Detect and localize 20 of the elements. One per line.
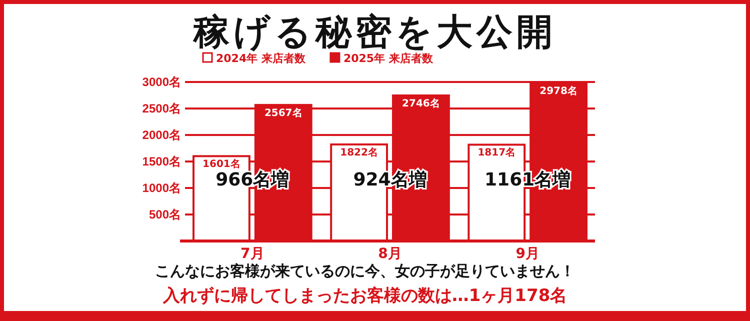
y-tick-label: 2500名	[142, 101, 181, 116]
y-tick-label: 1500名	[142, 154, 181, 168]
data-label: 2978名	[540, 85, 578, 98]
y-tick-label: 500名	[148, 207, 181, 222]
legend-label: 2024年 来店者数	[216, 52, 306, 65]
x-tick-label: 7月	[240, 246, 264, 262]
data-label: 2746名	[402, 97, 440, 110]
data-label: 2567名	[264, 106, 302, 119]
data-label: 1822名	[340, 146, 378, 158]
data-label: 1601名	[202, 158, 240, 170]
data-label: 1817名	[478, 146, 516, 159]
text: 入れずに帰してしまったお客様の数は…1ヶ月178名	[162, 286, 568, 306]
chart-title: 稼げる秘密を大公開	[192, 12, 556, 53]
text: こんなにお客様が来ているのに今、女の子が足りていません！	[155, 262, 575, 280]
x-tick-label: 8月	[378, 246, 402, 262]
x-tick-label: 9月	[516, 246, 540, 262]
y-tick-label: 3000名	[142, 74, 181, 89]
legend-label: 2025年 来店者数	[343, 52, 434, 65]
y-tick-label: 1000名	[142, 180, 181, 195]
y-tick-label: 2000名	[142, 128, 181, 142]
